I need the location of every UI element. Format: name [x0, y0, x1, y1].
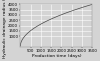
Y-axis label: Hydraulic drainage radius (m): Hydraulic drainage radius (m): [3, 0, 7, 58]
X-axis label: Production time (days): Production time (days): [32, 54, 81, 58]
